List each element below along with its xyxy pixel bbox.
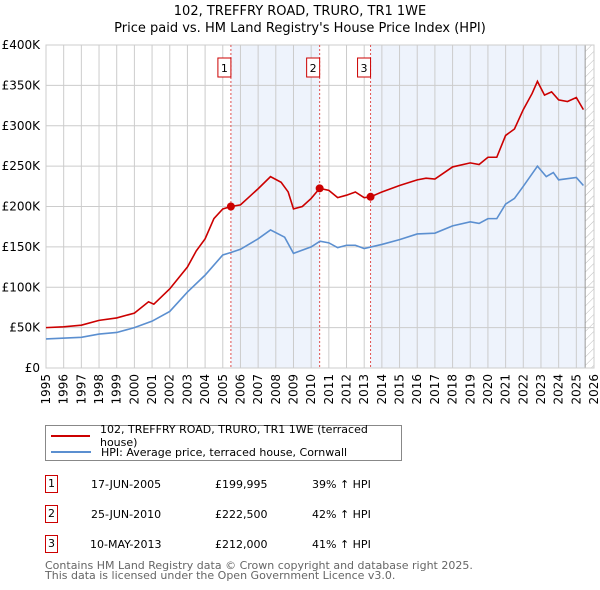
legend-label: HPI: Average price, terraced house, Corn… [101, 445, 348, 459]
x-tick-label: 2002 [163, 374, 177, 405]
sale-label-box [306, 57, 321, 78]
y-tick-label: £250K [2, 159, 42, 173]
legend-item-property: 102, TREFFRY ROAD, TRURO, TR1 1WE (terra… [51, 423, 401, 449]
transaction-row: 3 10-MAY-2013 £212,000 41% ↑ HPI [45, 535, 465, 555]
x-tick-label: 2021 [499, 374, 513, 405]
x-tick-label: 2001 [145, 374, 159, 405]
series-line [45, 79, 585, 329]
x-tick-label: 2017 [428, 374, 442, 405]
transaction-hpi: 39% ↑ HPI [312, 478, 371, 491]
transaction-price: £222,500 [215, 508, 268, 521]
y-tick-label: £50K [9, 321, 41, 335]
x-tick-label: 1997 [74, 374, 88, 405]
x-tick-label: 2025 [569, 374, 583, 405]
x-tick-label: 2023 [534, 374, 548, 405]
transaction-hpi: 42% ↑ HPI [312, 508, 371, 521]
x-tick-label: 2020 [481, 374, 495, 405]
price-chart: 1995 1996 1997 1998 1999 2000 2001 2002 2003 2004… [2, 38, 600, 405]
transaction-date: 17-JUN-2005 [91, 478, 162, 491]
x-tick-label: 2026 [587, 374, 600, 405]
legend-swatch [51, 435, 90, 437]
x-tick-label: 2005 [216, 374, 230, 405]
y-tick-label: £150K [2, 240, 42, 254]
x-tick-label: 2014 [375, 374, 389, 405]
y-tick-label: £0 [25, 361, 40, 375]
x-tick-label: 2008 [269, 374, 283, 405]
x-tick-label: 1995 [39, 374, 53, 405]
x-tick-label: 2009 [286, 374, 300, 405]
x-tick-label: 2015 [393, 374, 407, 405]
sale-label-box [357, 57, 372, 78]
x-tick-label: 1996 [57, 374, 71, 405]
footer-copyright: Contains HM Land Registry data © Crown c… [45, 559, 473, 572]
sale-point [226, 202, 235, 211]
x-tick-label: 2007 [251, 374, 265, 405]
sale-label-box [217, 57, 232, 78]
transaction-date: 10-MAY-2013 [90, 538, 162, 551]
transaction-price: £199,995 [215, 478, 268, 491]
y-tick-label: £200K [2, 200, 42, 214]
chart-legend: 102, TREFFRY ROAD, TRURO, TR1 1WE (terra… [45, 423, 402, 461]
sale-point [315, 184, 324, 193]
series-line [45, 164, 584, 340]
footer-licence: This data is licensed under the Open Gov… [45, 569, 396, 582]
sale-label: 1 [221, 62, 228, 75]
x-tick-label: 1998 [92, 374, 106, 405]
transaction-date: 25-JUN-2010 [91, 508, 162, 521]
sale-label: 2 [310, 62, 317, 75]
x-tick-label: 2022 [516, 374, 530, 405]
x-tick-label: 2016 [410, 374, 424, 405]
legend-label: 102, TREFFRY ROAD, TRURO, TR1 1WE (terra… [99, 423, 368, 449]
transaction-row: 1 17-JUN-2005 £199,995 39% ↑ HPI [45, 475, 465, 495]
x-tick-label: 2011 [322, 374, 336, 405]
transaction-marker: 1 [45, 475, 58, 493]
transaction-row: 2 25-JUN-2010 £222,500 42% ↑ HPI [45, 505, 465, 525]
legend-item-hpi: HPI: Average price, terraced house, Corn… [51, 444, 347, 460]
x-tick-label: 2003 [180, 374, 194, 405]
transaction-marker: 3 [45, 535, 58, 553]
x-tick-label: 2019 [463, 374, 477, 405]
sale-point [366, 192, 375, 201]
chart-title: 102, TREFFRY ROAD, TRURO, TR1 1WE [173, 4, 427, 19]
x-tick-label: 2013 [357, 374, 371, 405]
y-tick-label: £400K [2, 38, 42, 52]
transaction-marker: 2 [45, 505, 58, 523]
x-tick-label: 2004 [198, 374, 212, 405]
x-tick-label: 2010 [304, 374, 318, 405]
x-tick-label: 2000 [127, 374, 141, 405]
y-tick-label: £100K [2, 280, 42, 294]
y-tick-label: £300K [2, 119, 42, 133]
sale-label: 3 [361, 62, 368, 75]
x-tick-label: 2018 [446, 374, 460, 405]
transaction-price: £212,000 [215, 538, 268, 551]
x-tick-label: 1999 [110, 374, 124, 405]
y-tick-label: £350K [2, 78, 42, 92]
legend-swatch [51, 451, 91, 453]
x-tick-label: 2006 [233, 374, 247, 405]
transaction-hpi: 41% ↑ HPI [312, 538, 371, 551]
x-tick-label: 2012 [340, 374, 354, 405]
x-tick-label: 2024 [552, 374, 566, 405]
chart-subtitle: Price paid vs. HM Land Registry's House … [114, 21, 486, 36]
